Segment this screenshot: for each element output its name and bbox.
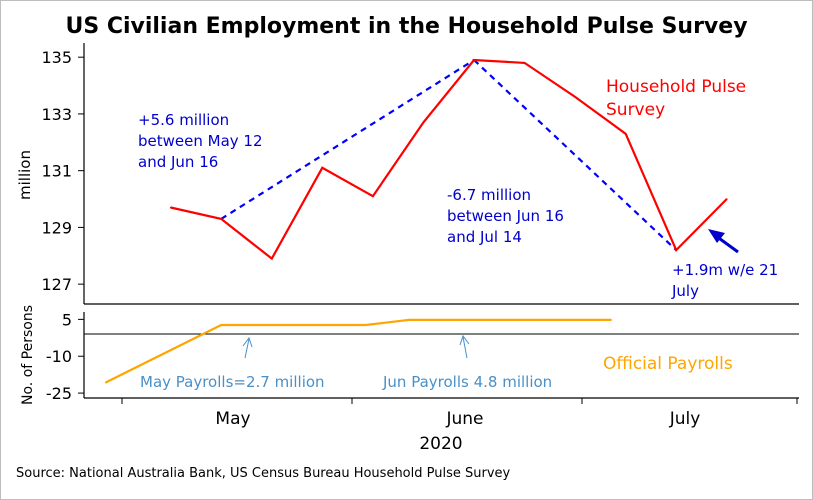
household-data-point xyxy=(169,206,172,209)
top-y-axis-label: million xyxy=(16,150,34,200)
x-tick-label-june: June xyxy=(445,409,483,429)
trend-down-note-line1: -6.7 million xyxy=(447,186,531,204)
arrow-head xyxy=(708,229,725,243)
household-series-label-line1: Household Pulse xyxy=(606,77,746,97)
bottom-y-axis-label: No. of Persons xyxy=(20,305,36,405)
payroll-data-point xyxy=(220,324,223,326)
y-tick-label: 5 xyxy=(62,310,72,329)
household-pulse-points xyxy=(169,59,728,260)
jun-payrolls-note: Jun Payrolls 4.8 million xyxy=(382,373,552,391)
household-data-point xyxy=(675,249,678,251)
jun-payroll-arrow-shaft xyxy=(462,336,468,359)
y-tick-label: -25 xyxy=(46,384,72,403)
payroll-data-point xyxy=(364,324,367,326)
jun-payroll-arrow-head xyxy=(459,334,470,346)
y-tick-label: 129 xyxy=(41,218,72,237)
payroll-data-point xyxy=(610,319,613,321)
x-axis: May June July 2020 xyxy=(121,398,798,454)
chart-source-note: Source: National Australia Bank, US Cens… xyxy=(16,466,511,481)
trend-annotations: +5.6 million between May 12 and Jun 16 -… xyxy=(138,111,778,300)
trend-down-note-line2: between Jun 16 xyxy=(447,207,564,225)
household-pulse-series-line xyxy=(170,58,728,261)
household-data-point xyxy=(473,59,475,61)
top-plot: 127 129 131 133 135 million xyxy=(16,43,799,305)
official-payrolls-points xyxy=(104,319,613,384)
household-data-point xyxy=(422,121,425,124)
household-data-point xyxy=(321,167,324,169)
household-data-point xyxy=(574,96,576,98)
x-tick-label-may: May xyxy=(215,409,250,429)
x-tick-label-july: July xyxy=(669,409,701,429)
payrolls-series-label: Official Payrolls xyxy=(603,354,733,374)
y-tick-label: 133 xyxy=(41,105,72,124)
top-y-ticks: 127 129 131 133 135 xyxy=(41,48,84,294)
y-tick-label: 127 xyxy=(41,275,72,294)
latest-week-note-line1: +1.9m w/e 21 xyxy=(672,261,778,279)
household-data-point xyxy=(624,132,627,135)
chart-title: US Civilian Employment in the Household … xyxy=(65,14,748,39)
bottom-y-ticks: 5 -10 -25 xyxy=(46,310,84,403)
household-series-label-line2: Survey xyxy=(606,100,665,120)
trend-up-note-line2: between May 12 xyxy=(138,132,263,150)
bottom-plot: 5 -10 -25 No. of Persons xyxy=(20,305,799,405)
payroll-notes: May Payrolls=2.7 million Jun Payrolls 4.… xyxy=(140,334,552,391)
latest-week-arrow xyxy=(708,229,739,254)
may-payroll-arrow-head xyxy=(242,336,253,348)
y-tick-label: 135 xyxy=(41,48,72,67)
trend-down-note-line3: and Jul 14 xyxy=(447,228,522,246)
y-tick-label: 131 xyxy=(41,162,72,181)
trend-down-dashed-line xyxy=(473,59,677,251)
payroll-data-point xyxy=(408,319,410,321)
trend-up-note-line1: +5.6 million xyxy=(138,111,229,129)
household-data-point xyxy=(220,218,223,220)
payroll-data-point xyxy=(104,381,107,384)
household-data-point xyxy=(725,198,728,200)
may-payroll-arrow-shaft xyxy=(244,338,250,359)
x-axis-year-label: 2020 xyxy=(419,434,462,454)
y-tick-label: -10 xyxy=(46,347,72,366)
trend-up-note-line3: and Jun 16 xyxy=(138,153,218,171)
latest-week-note-line2: July xyxy=(671,282,699,300)
household-data-point xyxy=(270,257,273,260)
trend-up-dashed-line xyxy=(220,59,475,220)
household-data-point xyxy=(372,195,374,197)
household-data-point xyxy=(523,62,526,64)
may-payrolls-note: May Payrolls=2.7 million xyxy=(140,373,325,391)
